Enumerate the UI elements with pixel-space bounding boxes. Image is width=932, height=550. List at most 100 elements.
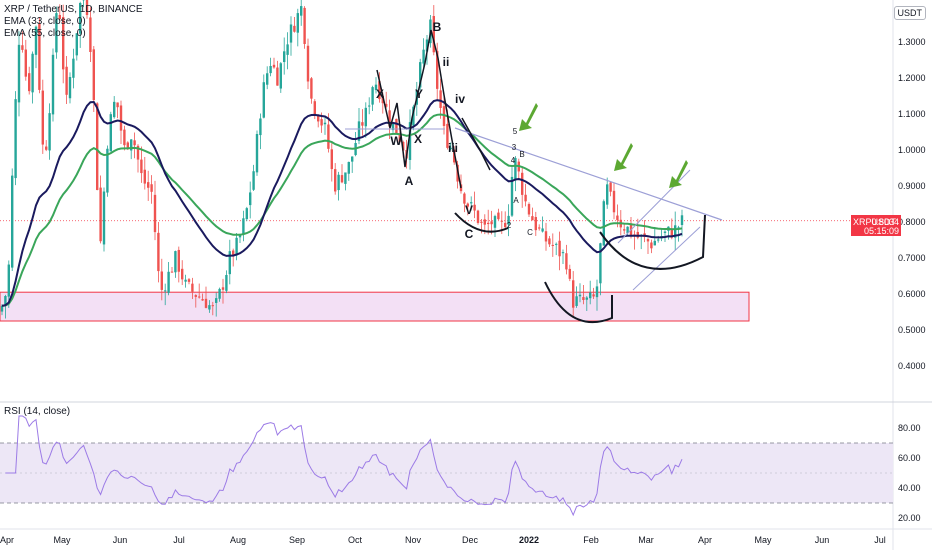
candle-body bbox=[323, 122, 327, 125]
candle-body bbox=[252, 171, 255, 190]
candle-body bbox=[55, 13, 58, 53]
candle-body bbox=[262, 82, 265, 118]
candle-body bbox=[548, 238, 551, 245]
legend-ema-33[interactable]: EMA (33, close, 0) bbox=[4, 16, 86, 27]
candles-layer bbox=[0, 0, 684, 319]
candle-body bbox=[432, 16, 435, 53]
candle-body bbox=[578, 294, 582, 297]
wave-label: iii bbox=[448, 141, 458, 155]
candle-body bbox=[612, 190, 616, 213]
wave-label: W bbox=[390, 134, 402, 148]
rsi-tick-label: 80.00 bbox=[898, 423, 921, 433]
legend-symbol[interactable]: XRP / TetherUS, 1D, BINANCE bbox=[4, 4, 143, 15]
candle-body bbox=[599, 243, 602, 284]
candle-body bbox=[374, 84, 378, 91]
candle-body bbox=[235, 237, 238, 256]
candle-body bbox=[194, 295, 197, 297]
time-tick-label: Jun bbox=[113, 535, 128, 545]
candle-body bbox=[558, 240, 561, 257]
candle-body bbox=[395, 118, 398, 134]
candle-body bbox=[204, 298, 208, 308]
candle-body bbox=[113, 101, 116, 118]
candle-body bbox=[68, 77, 72, 99]
wave-label: C bbox=[465, 227, 474, 241]
candle-body bbox=[555, 243, 558, 245]
candle-body bbox=[663, 231, 667, 233]
ema-33-line bbox=[1, 99, 683, 307]
candle-body bbox=[245, 208, 248, 220]
candle-body bbox=[147, 182, 150, 188]
price-tag-symbol: XRPUSDT bbox=[853, 217, 897, 227]
candle-body bbox=[58, 14, 61, 19]
time-tick-label: Oct bbox=[348, 535, 363, 545]
candle-body bbox=[378, 81, 381, 100]
candle-body bbox=[72, 58, 75, 78]
candle-body bbox=[232, 250, 235, 257]
candle-body bbox=[4, 296, 7, 306]
cup-arc-right bbox=[599, 214, 706, 270]
time-tick-label: Sep bbox=[289, 535, 305, 545]
currency-badge[interactable]: USDT bbox=[893, 6, 926, 20]
candle-body bbox=[510, 176, 514, 216]
candle-body bbox=[524, 194, 527, 202]
wave-label: C bbox=[527, 228, 533, 237]
candle-body bbox=[17, 44, 21, 103]
candle-body bbox=[490, 221, 493, 225]
candle-body bbox=[670, 228, 673, 238]
wave-label: iv bbox=[455, 92, 465, 106]
candle-body bbox=[48, 113, 51, 151]
candle-body bbox=[303, 7, 306, 45]
candle-body bbox=[123, 129, 126, 146]
candle-body bbox=[483, 219, 486, 225]
price-tick-label: 0.5000 bbox=[898, 325, 926, 335]
wave-label: A bbox=[513, 196, 519, 205]
candle-body bbox=[585, 297, 588, 300]
candle-body bbox=[497, 212, 500, 220]
candle-body bbox=[208, 305, 211, 310]
wave-label: Y bbox=[415, 87, 423, 101]
candle-body bbox=[534, 217, 537, 231]
candle-body bbox=[351, 156, 354, 162]
candle-body bbox=[296, 13, 299, 33]
candle-body bbox=[439, 90, 442, 108]
candle-body bbox=[385, 103, 388, 107]
wave-label: 3 bbox=[512, 143, 517, 152]
wave-path bbox=[376, 29, 462, 189]
candle-body bbox=[422, 49, 425, 64]
candle-body bbox=[276, 67, 279, 86]
candle-body bbox=[500, 220, 503, 222]
legend-rsi[interactable]: RSI (14, close) bbox=[4, 406, 71, 417]
candle-body bbox=[51, 54, 55, 115]
candle-body bbox=[75, 33, 78, 56]
time-tick-label: Mar bbox=[638, 535, 654, 545]
wave-label: X bbox=[414, 132, 422, 146]
candle-body bbox=[330, 149, 333, 170]
wave-path-iii bbox=[461, 117, 491, 171]
wave-label: B bbox=[519, 150, 524, 159]
time-tick-label: Apr bbox=[0, 535, 14, 545]
price-tick-label: 0.9000 bbox=[898, 181, 926, 191]
candle-body bbox=[65, 66, 68, 95]
candle-body bbox=[96, 103, 99, 190]
candle-body bbox=[317, 115, 320, 122]
candle-body bbox=[623, 229, 626, 231]
candle-body bbox=[364, 107, 367, 127]
candle-body bbox=[38, 23, 41, 90]
green-arrow-2 bbox=[614, 143, 633, 171]
candle-body bbox=[24, 49, 27, 77]
candle-body bbox=[62, 17, 65, 70]
legend-ema-55[interactable]: EMA (55, close, 0) bbox=[4, 28, 86, 39]
candle-body bbox=[626, 226, 629, 234]
candle-body bbox=[677, 227, 680, 229]
candle-body bbox=[453, 149, 456, 163]
candle-body bbox=[174, 251, 177, 273]
time-tick-label: May bbox=[53, 535, 71, 545]
descending-trendline bbox=[454, 127, 723, 221]
candle-body bbox=[412, 106, 415, 126]
candle-body bbox=[99, 187, 102, 242]
time-tick-label: 2022 bbox=[519, 535, 539, 545]
candle-body bbox=[225, 274, 228, 291]
candle-body bbox=[92, 49, 95, 101]
candle-body bbox=[419, 62, 422, 88]
